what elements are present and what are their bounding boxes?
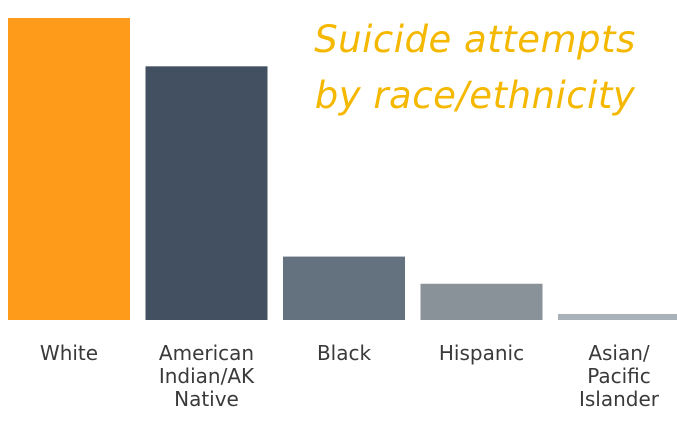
bar: [8, 18, 130, 320]
category-label: Asian/ Pacific Islander: [578, 341, 660, 411]
category-label: Hispanic: [438, 341, 525, 365]
category-label: American Indian/AK Native: [158, 341, 255, 411]
bar: [283, 256, 405, 320]
category-label: Black: [316, 341, 372, 365]
chart-title: Suicide attempts by race/ethnicity: [314, 18, 636, 117]
bar: [420, 283, 543, 320]
bar: [558, 313, 677, 320]
bar: [145, 66, 268, 320]
category-label: White: [39, 341, 99, 365]
